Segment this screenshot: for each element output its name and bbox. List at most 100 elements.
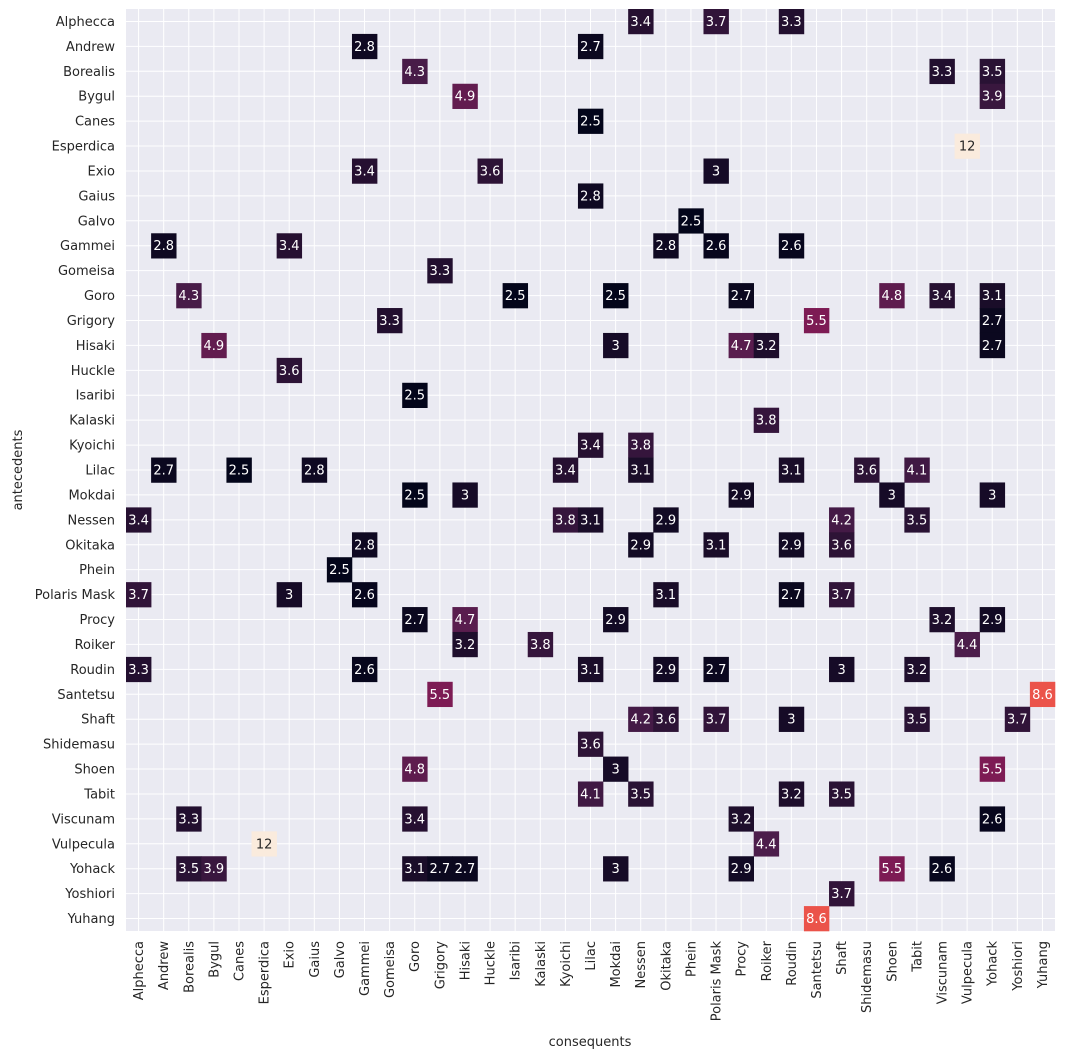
heatmap-cell [351,33,378,60]
cell-value-label: 3.6 [856,464,877,479]
cell-value-label: 12 [959,140,976,155]
cell-value-label: 4.7 [731,339,752,354]
y-tick-label: Andrew [66,40,115,55]
x-tick-label: Nessen [634,941,649,989]
cell-value-label: 3.2 [932,613,953,628]
heatmap-cell [979,756,1006,782]
heatmap-cell [402,756,428,782]
cell-value-label: 8.6 [1032,688,1053,703]
y-tick-label: Nessen [67,513,115,528]
cell-value-label: 4.3 [404,65,425,80]
x-tick-label: Roiker [760,940,775,981]
heatmap-cell [351,582,378,608]
cell-value-label: 2.7 [781,588,802,603]
cell-value-label: 4.4 [957,638,978,653]
heatmap-cell [176,806,202,832]
y-tick-label: Galvo [78,214,115,229]
heatmap-cell [753,831,780,857]
cell-value-label: 4.1 [580,787,601,802]
heatmap-cell [577,656,604,683]
x-tick-label: Shaft [835,941,850,975]
cell-value-label: 2.6 [706,239,727,254]
cell-value-label: 3.4 [932,289,953,304]
heatmap-cell [703,532,729,558]
y-tick-labels: Alphecca Andrew Borealis Bygul Canes Esperdic… [35,15,116,927]
cell-value-label: 3.5 [630,787,651,802]
cell-value-label: 4.2 [630,713,651,728]
heatmap-cell [126,656,152,683]
y-tick-label: Santetsu [57,688,115,703]
cell-value-label: 2.5 [580,115,601,130]
heatmap-cell [552,507,579,533]
cell-value-label: 3 [988,488,996,503]
heatmap-cell [628,781,654,807]
cell-value-label: 3.4 [555,464,576,479]
heatmap-cell [678,208,704,234]
x-tick-label: Kyoichi [559,941,574,987]
cell-value-label: 5.5 [982,763,1003,778]
heatmap-cell [452,631,478,658]
heatmap-cell [703,706,729,732]
heatmap-cell [653,582,679,608]
cell-value-label: 4.1 [907,464,928,479]
heatmap-cell [552,457,579,483]
heatmap-cell [151,233,177,259]
heatmap-cell [778,532,805,558]
heatmap-cell [954,631,980,658]
cell-value-label: 4.8 [881,289,902,304]
x-tick-label: Esperdica [258,941,273,1004]
heatmap-cell [803,906,830,932]
heatmap-cell [226,457,252,483]
y-tick-label: Shoen [74,763,115,778]
heatmap-cell [778,233,805,259]
heatmap-cell [402,382,428,409]
y-tick-label: Isaribi [76,389,115,404]
heatmap-cell [276,357,303,384]
cell-value-label: 3.4 [279,239,300,254]
cell-value-label: 2.9 [731,862,752,877]
heatmap-cell [979,332,1006,359]
y-tick-label: Tabit [83,787,115,802]
heatmap-cell [778,457,805,483]
cell-value-label: 3.4 [580,439,601,454]
cell-value-label: 3.8 [756,414,777,429]
y-tick-label: Goro [84,289,115,304]
heatmap-cell [1004,706,1031,732]
cell-value-label: 3.8 [555,513,576,528]
heatmap-cell [703,158,729,184]
cell-value-label: 2.7 [706,663,727,678]
cell-value-label: 4.2 [831,513,852,528]
cell-value-label: 3.8 [530,638,551,653]
x-tick-label: Gammei [358,941,373,996]
heatmap-cell [402,806,428,832]
heatmap-cell [728,856,755,882]
cell-value-label: 3.1 [580,663,601,678]
cell-value-label: 2.7 [455,862,476,877]
cell-value-label: 2.8 [655,239,676,254]
heatmap-cell [728,482,755,508]
heatmap-cell [577,781,604,807]
cell-value-label: 2.6 [354,663,375,678]
heatmap-cell [603,756,629,782]
cell-value-label: 2.8 [354,538,375,553]
heatmap-cell [904,507,930,533]
cell-value-label: 2.6 [354,588,375,603]
cell-value-label: 3.7 [831,887,852,902]
cell-value-label: 3 [888,488,896,503]
y-tick-label: Bygul [78,90,115,105]
cell-value-label: 3 [611,862,619,877]
cell-value-label: 4.3 [178,289,199,304]
x-tick-label: Goro [408,941,423,972]
y-tick-label: Kalaski [69,414,115,429]
x-tick-labels: Alphecca Andrew Borealis Bygul Canes Esperdic… [132,940,1051,1021]
heatmap-cell [728,332,755,359]
cell-value-label: 5.5 [430,688,451,703]
heatmap-cell [829,582,855,608]
cell-value-label: 3.5 [982,65,1003,80]
cell-value-label: 3.7 [128,588,149,603]
heatmap-cell [402,607,428,633]
y-tick-label: Alphecca [56,15,115,30]
heatmap-cell [929,58,955,85]
heatmap-cell [577,108,604,134]
heatmap-cell [628,706,654,732]
